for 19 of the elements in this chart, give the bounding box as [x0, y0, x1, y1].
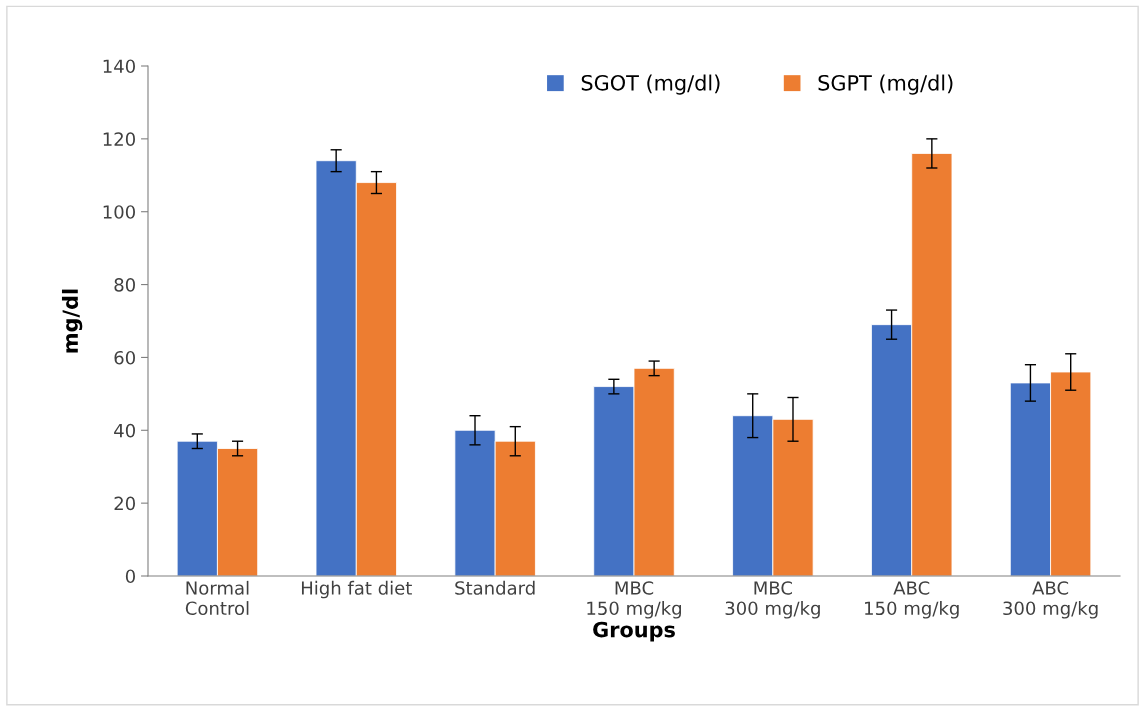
x-tick-label: ABC 300 mg/kg: [1003, 581, 1098, 619]
x-tick-label: MBC 300 mg/kg: [725, 581, 820, 619]
x-tick-label: Normal Control: [185, 580, 249, 616]
legend-label: SGOT (mg/dl): [581, 74, 720, 95]
x-tick-label: MBC 150 mg/kg: [587, 581, 681, 619]
x-tick-label: Standard: [455, 580, 535, 595]
x-tick-label: High fat diet: [301, 580, 412, 599]
legend-label: SGPT (mg/dl): [818, 74, 953, 95]
x-axis-title: Groups: [593, 621, 675, 642]
y-tick-label: 120: [103, 132, 135, 146]
y-tick-label: 60: [114, 350, 135, 365]
y-tick-label: 0: [125, 569, 135, 584]
y-axis-title: mg/dl: [61, 289, 83, 353]
y-tick-label: 100: [103, 205, 135, 219]
y-tick-label: 20: [114, 496, 135, 511]
y-tick-label: 80: [114, 278, 135, 292]
y-tick-label: 40: [114, 423, 135, 438]
x-tick-label: ABC 150 mg/kg: [865, 581, 959, 619]
y-tick-label: 140: [103, 59, 135, 74]
